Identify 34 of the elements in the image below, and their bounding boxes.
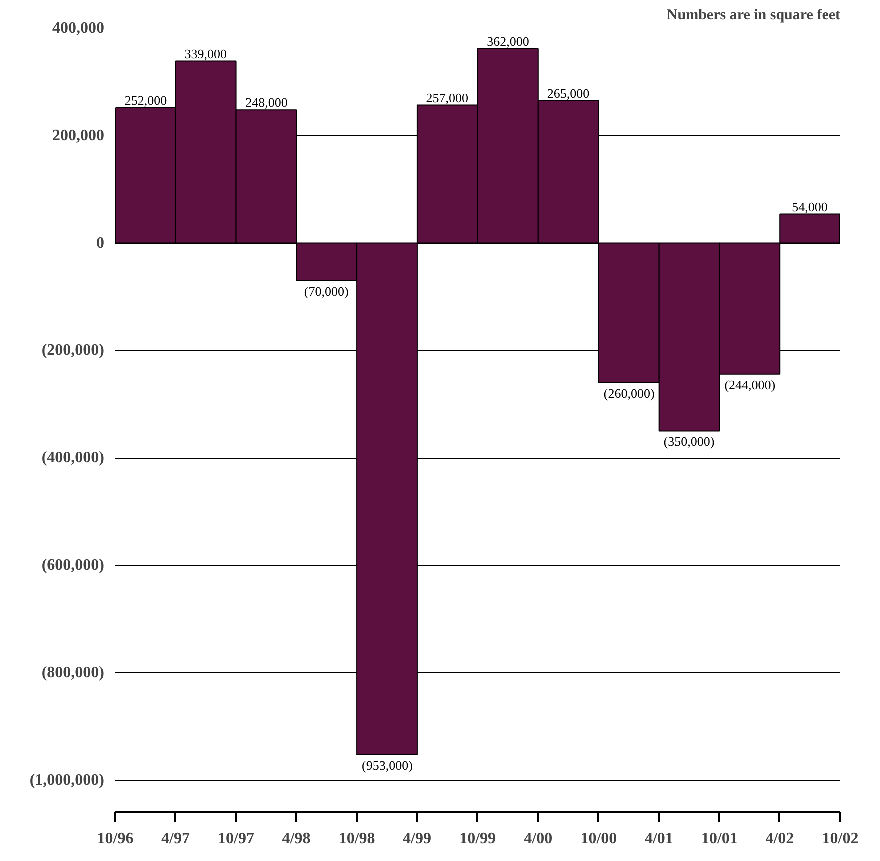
data-label: (70,000) <box>304 284 349 299</box>
y-tick-label: (600,000) <box>42 556 104 574</box>
data-label: 252,000 <box>124 92 168 108</box>
data-label: (260,000) <box>604 386 655 401</box>
x-tick-label: 10/01 <box>702 830 738 848</box>
x-tick-label: 4/99 <box>403 830 432 848</box>
data-label: 339,000 <box>184 46 227 62</box>
data-label: 265,000 <box>547 86 590 101</box>
x-tick-label: 10/00 <box>580 830 618 848</box>
x-tick-label: 4/01 <box>644 830 674 848</box>
y-tick-label: (400,000) <box>42 450 104 467</box>
y-tick-label: 0 <box>96 234 104 252</box>
data-label: 257,000 <box>426 90 469 106</box>
y-tick-label: 200,000 <box>52 127 104 144</box>
y-tick-label: 400,000 <box>52 20 104 37</box>
x-tick-label: 10/97 <box>218 830 255 848</box>
y-tick-label: (200,000) <box>42 342 104 360</box>
x-tick-label: 4/00 <box>524 830 553 848</box>
x-tick-label: 4/97 <box>162 830 190 848</box>
x-tick-label: 10/96 <box>97 830 134 848</box>
y-tick-label: (800,000) <box>42 664 104 682</box>
data-label: 248,000 <box>246 95 288 110</box>
data-label: 54,000 <box>792 199 828 214</box>
x-tick-label: 4/98 <box>282 830 311 848</box>
x-tick-label: 4/02 <box>766 830 794 848</box>
x-tick-label: 10/99 <box>460 830 496 848</box>
data-label: (350,000) <box>664 434 715 450</box>
data-label: 362,000 <box>487 34 530 49</box>
data-label: (244,000) <box>724 377 776 392</box>
x-tick-label: 10/98 <box>338 830 376 848</box>
text: Numbers are in square feet <box>666 8 841 24</box>
y-tick-label: (1,000,000) <box>30 772 104 789</box>
x-tick-label: 10/02 <box>822 830 859 848</box>
data-label: (953,000) <box>362 758 413 774</box>
